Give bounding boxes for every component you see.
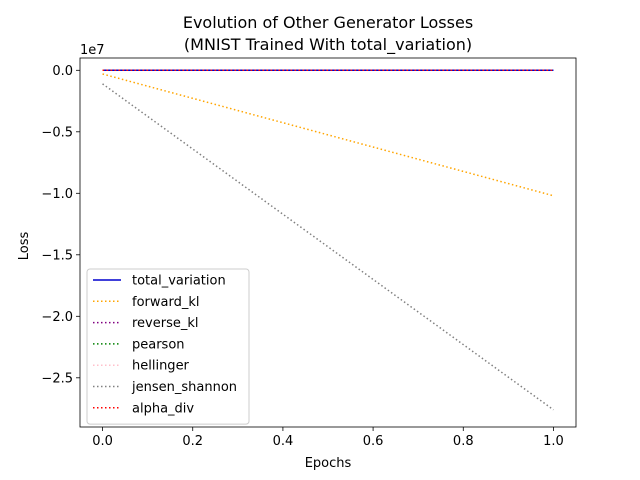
- legend: total_variation forward_kl reverse_klpears…: [86, 268, 250, 425]
- chart-subtitle: (MNIST Trained With total_variation): [184, 35, 472, 55]
- x-tick-label: 0.4: [273, 434, 294, 449]
- x-tick-label: 0.0: [92, 434, 113, 449]
- x-tick-label: 0.2: [182, 434, 203, 449]
- legend-label-total-variation: total_variation: [132, 274, 226, 289]
- axes-frame: [79, 57, 577, 428]
- y-tick-label: −1.0: [41, 187, 73, 202]
- legend-box: [86, 268, 250, 425]
- plot-area: 0.0 0.2 0.4 0.6 0.8 1.0 0.0 −0.5 −1.0 −1.5 −2.0 −2.…: [41, 57, 577, 449]
- y-axis-label: Loss: [17, 232, 32, 261]
- y-tick-label: −1.5: [41, 248, 73, 263]
- y-tick-label: −2.5: [41, 371, 73, 386]
- series-line-forward-kl: [102, 73, 554, 197]
- series-line-jensen-shannon: [102, 83, 554, 411]
- x-tick-label: 1.0: [543, 434, 564, 449]
- y-tick-label: −0.5: [41, 125, 73, 140]
- legend-label-hellinger: hellinger: [132, 359, 190, 374]
- y-tick-label: −2.0: [41, 310, 73, 325]
- x-tick-label: 0.8: [453, 434, 474, 449]
- y-axis-offset-label: 1e7: [80, 43, 105, 58]
- legend-label-forward-kl: forward_kl: [132, 295, 199, 310]
- legend-label-pearson: pearson: [132, 337, 185, 352]
- legend-label-alpha-div: alpha_div: [132, 401, 194, 416]
- x-axis-label: Epochs: [305, 456, 352, 471]
- y-tick-label: 0.0: [52, 64, 73, 79]
- chart-title: Evolution of Other Generator Losses: [183, 13, 473, 32]
- legend-label-jensen-shannon: jensen_shannon: [131, 380, 237, 395]
- legend-label-reverse-kl: reverse_kl: [132, 316, 199, 331]
- x-tick-label: 0.6: [363, 434, 384, 449]
